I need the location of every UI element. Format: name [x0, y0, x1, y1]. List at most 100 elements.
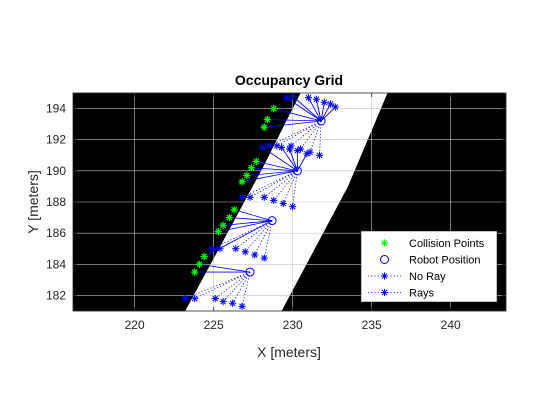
collision-points-marker — [243, 171, 251, 180]
no-ray-marker — [241, 248, 249, 256]
no-ray-line — [309, 120, 322, 153]
no-ray-line — [254, 220, 273, 256]
y-tick-label: 188 — [46, 195, 66, 209]
rays-marker — [304, 94, 313, 102]
no-ray-line — [244, 220, 273, 253]
y-tick-label: 186 — [46, 226, 66, 240]
rays-marker — [303, 150, 311, 158]
no-ray-line — [222, 271, 251, 302]
no-ray-line — [211, 220, 273, 250]
collision-points-marker — [247, 164, 256, 172]
rays-marker — [320, 98, 328, 106]
legend-item: Rays — [368, 288, 435, 300]
collision-ray-line — [251, 167, 298, 172]
collision-points-marker — [219, 221, 227, 229]
no-ray-marker — [260, 254, 268, 262]
rays-marker — [331, 103, 339, 111]
x-axis-ticks: 220 225 230 235 240 — [125, 93, 461, 332]
collision-ray-line — [199, 263, 251, 273]
x-tick-label: 230 — [283, 318, 303, 332]
collision-ray-line — [273, 108, 322, 122]
rays-line — [320, 103, 331, 122]
rays-line — [297, 153, 308, 172]
no-ray-marker — [238, 302, 246, 310]
legend-item: No Ray — [368, 271, 446, 283]
no-ray-marker — [208, 245, 216, 253]
rays-marker — [277, 143, 286, 152]
rays-line — [289, 148, 298, 172]
no-ray-line — [263, 170, 298, 198]
no-ray-marker — [229, 299, 237, 307]
legend-item: Robot Position — [380, 255, 481, 267]
no-ray-marker — [279, 199, 287, 208]
no-ray-marker — [232, 245, 240, 253]
collision-ray-line — [234, 209, 273, 222]
no-ray-line — [214, 271, 251, 299]
no-ray-line — [276, 120, 322, 147]
collision-ray-line — [267, 119, 322, 122]
collision-points-marker — [230, 206, 238, 214]
collision-ray-line — [229, 217, 273, 222]
rays-line — [308, 97, 322, 122]
legend-label: No Ray — [409, 271, 446, 283]
collision-ray-line — [256, 161, 298, 172]
legend-box — [360, 230, 498, 303]
no-ray-line — [319, 121, 322, 156]
legend-marker — [380, 272, 389, 280]
no-ray-line — [249, 170, 298, 198]
rays-line — [292, 95, 322, 122]
no-ray-marker — [181, 294, 189, 303]
no-ray-marker — [191, 294, 199, 303]
collision-ray-line — [218, 220, 273, 232]
no-ray-marker — [265, 142, 273, 150]
legend-marker — [380, 255, 389, 264]
collision-points-marker — [200, 252, 208, 261]
collision-ray-line — [223, 220, 273, 226]
legend-item: Collision Points — [380, 238, 485, 250]
no-ray-marker — [246, 193, 254, 201]
no-ray-marker — [273, 142, 281, 150]
rays-marker — [293, 147, 302, 155]
collision-points-marker — [260, 123, 268, 131]
y-tick-label: 194 — [46, 102, 66, 116]
no-ray-marker — [315, 151, 324, 159]
y-tick-label: 190 — [46, 164, 66, 178]
collision-ray-line — [246, 170, 298, 176]
no-ray-line — [235, 220, 273, 250]
collision-points-marker — [238, 178, 246, 186]
x-tick-label: 225 — [204, 318, 224, 332]
x-tick-label: 235 — [362, 318, 382, 332]
collision-ray-links — [194, 108, 322, 273]
no-ray-line — [300, 120, 322, 150]
legend-marker — [380, 239, 389, 247]
series-layer — [181, 93, 339, 310]
no-ray-marker — [260, 193, 268, 201]
legend-marker — [380, 288, 389, 297]
no-ray-line — [194, 271, 251, 299]
rays-marker — [285, 145, 294, 153]
legend: Collision Points Robot Position No Ray Rays — [360, 230, 498, 303]
rays-marker — [326, 100, 335, 108]
collision-points-marker — [252, 157, 260, 166]
x-tick-label: 220 — [125, 318, 145, 332]
collision-ray-line — [242, 170, 298, 183]
legend-label: Rays — [409, 288, 435, 300]
rays-line — [286, 97, 322, 122]
legend-label: Robot Position — [409, 255, 481, 267]
collision-ray-line — [264, 120, 322, 128]
rays-marker — [259, 143, 267, 152]
rays-line — [320, 102, 325, 122]
collision-points-marker — [263, 115, 271, 124]
collision-points-marker — [270, 104, 278, 113]
no-ray-marker — [251, 251, 259, 259]
rays-line — [315, 99, 322, 122]
no-ray-line — [241, 170, 298, 198]
chart-title: Occupancy Grid — [235, 72, 343, 88]
y-axis-label: Y [meters] — [25, 170, 41, 234]
collision-points-marker — [191, 268, 199, 276]
y-tick-label: 182 — [46, 288, 66, 302]
no-ray-marker — [216, 245, 224, 253]
legend-label: Collision Points — [409, 238, 485, 250]
y-tick-label: 192 — [46, 133, 66, 147]
